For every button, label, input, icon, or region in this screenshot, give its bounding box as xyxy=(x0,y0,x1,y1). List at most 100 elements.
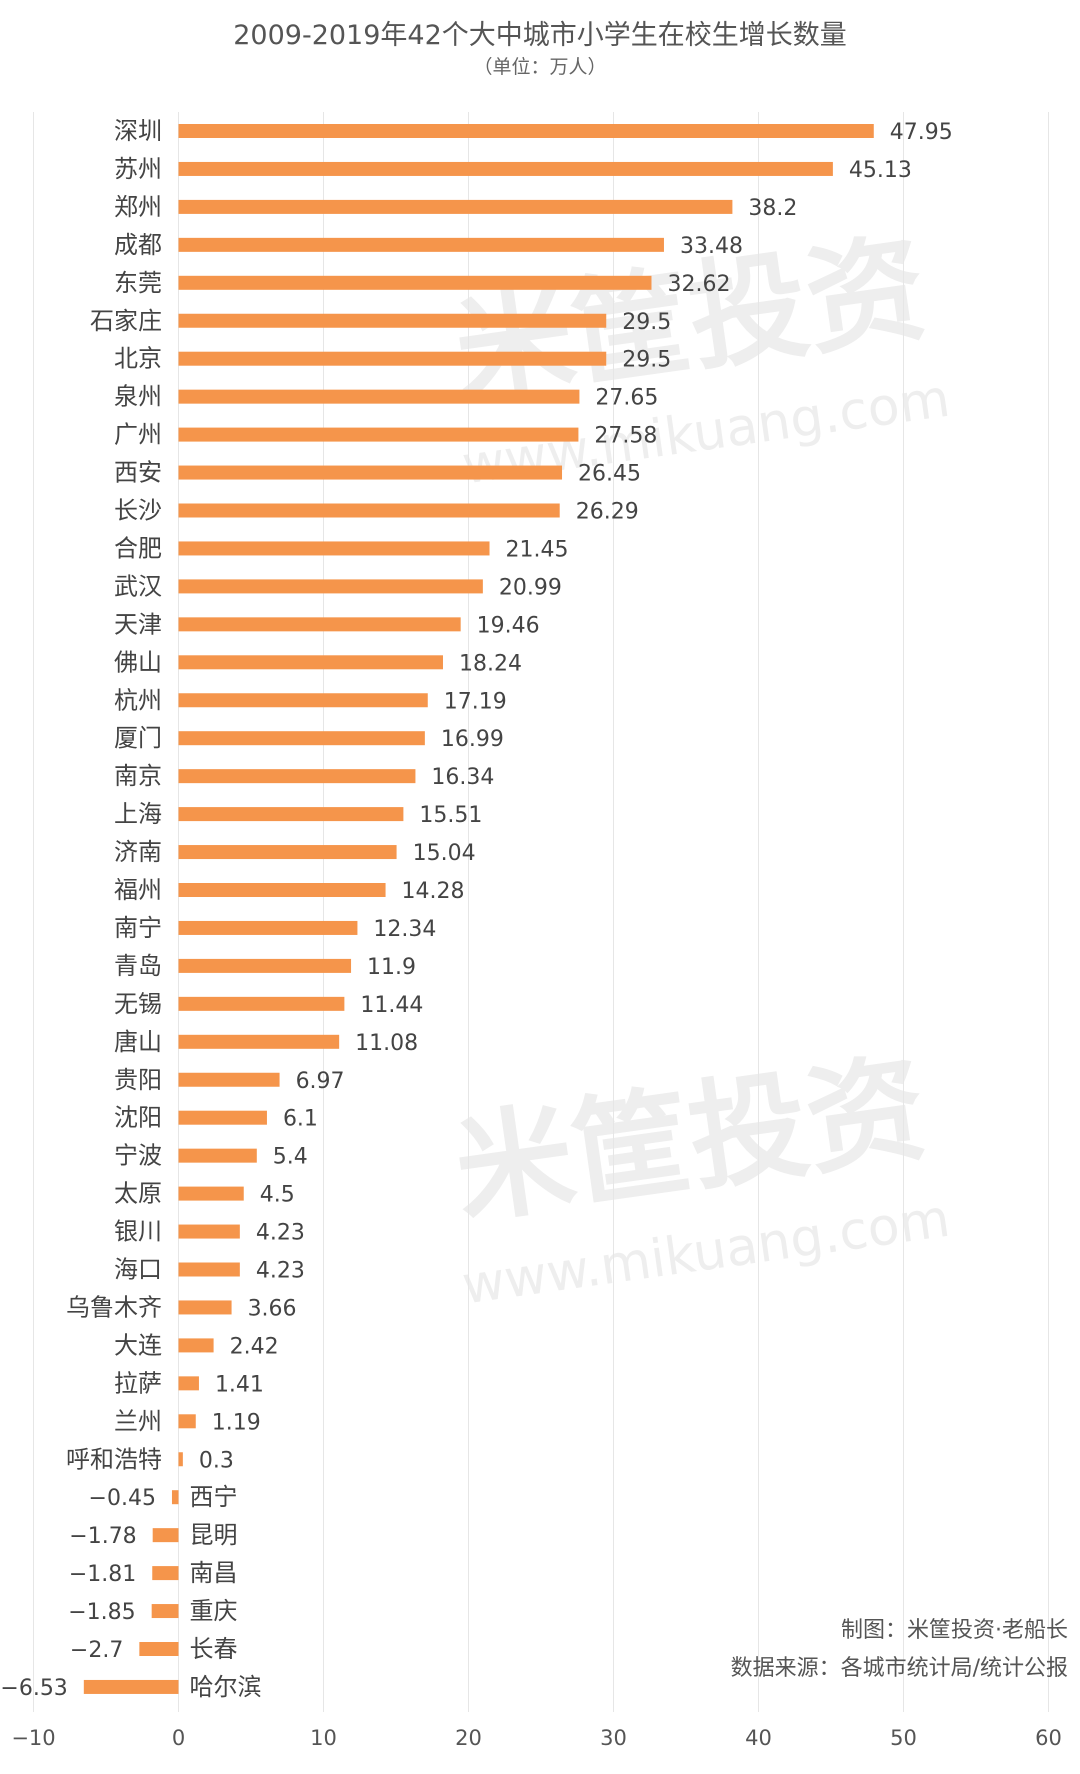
category-label: 贵阳 xyxy=(114,1066,162,1094)
credit-maker: 制图：米筐投资·老船长 xyxy=(841,1618,1068,1643)
category-label: 佛山 xyxy=(114,648,162,676)
data-label: 26.29 xyxy=(576,500,639,525)
data-label: 38.2 xyxy=(748,196,797,221)
category-label: 西安 xyxy=(114,459,162,487)
bar xyxy=(178,1110,267,1125)
category-label: 哈尔滨 xyxy=(190,1673,262,1701)
category-label: 海口 xyxy=(114,1256,162,1284)
bar xyxy=(178,579,483,594)
bar xyxy=(178,1452,183,1467)
data-label: 11.44 xyxy=(360,993,423,1018)
data-label: 6.97 xyxy=(296,1069,345,1094)
data-label: 47.95 xyxy=(890,120,953,145)
bar xyxy=(178,275,652,290)
data-label: 11.9 xyxy=(367,955,416,980)
data-label: 19.46 xyxy=(477,613,540,638)
category-label: 兰州 xyxy=(114,1407,162,1435)
x-tick-label: 20 xyxy=(455,1726,482,1750)
title-block: 2009-2019年42个大中城市小学生在校生增长数量 （单位：万人） xyxy=(0,18,1080,80)
category-label: 昆明 xyxy=(190,1521,238,1549)
bar xyxy=(178,389,580,404)
bar xyxy=(178,1072,280,1087)
category-label: 南昌 xyxy=(190,1559,238,1587)
bar xyxy=(178,1148,257,1163)
bar xyxy=(178,465,563,480)
category-label: 东莞 xyxy=(114,269,162,297)
bar xyxy=(178,1224,240,1239)
bar xyxy=(178,1186,244,1201)
bar xyxy=(178,237,664,252)
category-label: 银川 xyxy=(114,1218,162,1246)
bar xyxy=(178,883,386,897)
category-label: 上海 xyxy=(114,800,162,828)
category-label: 乌鲁木齐 xyxy=(66,1293,162,1321)
chart-subtitle: （单位：万人） xyxy=(473,56,607,78)
data-label: 18.24 xyxy=(459,651,522,676)
category-label: 深圳 xyxy=(114,117,162,145)
data-label: 16.99 xyxy=(441,727,504,752)
bar xyxy=(171,1490,179,1505)
bar xyxy=(178,161,833,176)
bar xyxy=(178,731,425,746)
bar xyxy=(178,996,345,1011)
data-label: 4.23 xyxy=(256,1221,305,1246)
data-label: −2.7 xyxy=(70,1638,123,1663)
category-label: 宁波 xyxy=(114,1142,162,1170)
data-label: 1.41 xyxy=(215,1372,264,1397)
bar xyxy=(178,958,352,973)
category-label: 成都 xyxy=(114,231,162,259)
bar xyxy=(178,351,607,366)
x-tick-label: 0 xyxy=(172,1726,185,1750)
data-label: 33.48 xyxy=(680,234,743,259)
bar xyxy=(178,769,416,784)
bar xyxy=(178,199,733,214)
data-label: −1.81 xyxy=(69,1562,136,1587)
category-label: 南京 xyxy=(114,762,162,790)
data-label: 27.65 xyxy=(595,386,658,411)
data-label: 2.42 xyxy=(230,1334,279,1359)
credits: 制图：米筐投资·老船长 数据来源：各城市统计局/统计公报 xyxy=(731,1612,1068,1688)
category-label: 大连 xyxy=(114,1331,162,1359)
bar xyxy=(178,313,607,328)
category-label: 厦门 xyxy=(114,724,162,752)
bar xyxy=(178,693,428,708)
bar xyxy=(178,617,461,632)
data-label: 6.1 xyxy=(283,1107,318,1132)
category-label: 石家庄 xyxy=(90,307,162,335)
category-label: 郑州 xyxy=(114,193,162,221)
category-label: 杭州 xyxy=(114,686,162,714)
bar xyxy=(83,1679,179,1694)
bar xyxy=(178,541,490,556)
bar xyxy=(178,124,874,138)
x-tick-label: 40 xyxy=(745,1726,772,1750)
category-label: 西宁 xyxy=(190,1483,238,1511)
data-label: 15.04 xyxy=(413,841,476,866)
data-label: 4.23 xyxy=(256,1259,305,1284)
category-label: 南宁 xyxy=(114,914,162,942)
bar xyxy=(139,1642,179,1656)
x-tick-label: 30 xyxy=(600,1726,627,1750)
category-label: 苏州 xyxy=(114,155,162,183)
data-label: 17.19 xyxy=(444,689,507,714)
data-label: 3.66 xyxy=(248,1296,297,1321)
category-label: 青岛 xyxy=(114,952,162,980)
category-label: 长沙 xyxy=(114,497,162,525)
data-label: −6.53 xyxy=(0,1676,67,1701)
data-label: 16.34 xyxy=(431,765,494,790)
x-tick-label: 50 xyxy=(890,1726,917,1750)
data-label: −1.78 xyxy=(69,1524,136,1549)
data-label: 1.19 xyxy=(212,1410,261,1435)
category-label: 济南 xyxy=(114,838,162,866)
x-tick-label: 60 xyxy=(1035,1726,1062,1750)
data-label: 29.5 xyxy=(622,348,671,373)
data-label: 20.99 xyxy=(499,575,562,600)
data-label: 4.5 xyxy=(260,1183,295,1208)
data-label: 45.13 xyxy=(849,158,912,183)
data-label: 0.3 xyxy=(199,1448,234,1473)
bar xyxy=(151,1604,179,1619)
bar xyxy=(178,655,443,670)
bar xyxy=(178,503,560,518)
bar xyxy=(178,1300,232,1315)
category-label: 武汉 xyxy=(114,572,162,600)
